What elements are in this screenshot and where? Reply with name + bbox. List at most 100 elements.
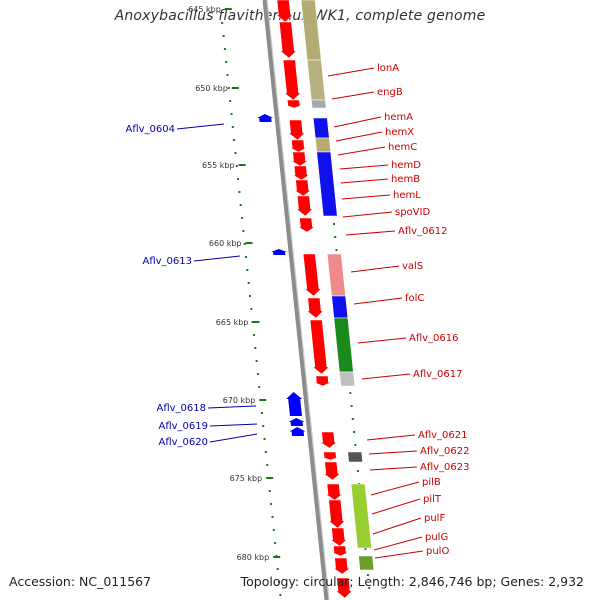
category-block (306, 59, 326, 101)
forward-gene-arrow (275, 0, 294, 23)
category-block (333, 317, 354, 373)
gene-label: Aflv_0613 (142, 256, 192, 267)
leader-line (371, 498, 421, 515)
leader-line (327, 67, 375, 77)
leader-line (207, 405, 257, 409)
kbp-tick-label: 665 kbp (216, 318, 249, 327)
forward-gene-arrow (306, 297, 324, 319)
forward-gene-arrow (302, 253, 322, 297)
forward-gene-arrow (285, 99, 302, 109)
gene-label: hemB (391, 174, 420, 185)
category-block (347, 451, 364, 463)
forward-gene-arrow (314, 375, 331, 387)
category-block (331, 295, 349, 319)
forward-gene-arrow (330, 527, 348, 547)
dot-mark-left (266, 464, 269, 466)
reverse-gene-arrow (288, 418, 305, 426)
gene-label: hemL (393, 190, 421, 201)
forward-gene-arrow (279, 21, 297, 59)
reverse-gene-arrow (289, 427, 306, 436)
dot-mark-right (366, 574, 369, 576)
leader-line (209, 423, 258, 427)
dot-mark-left (247, 282, 250, 284)
label-leader-lines (176, 67, 424, 559)
gene-label: Aflv_0612 (398, 226, 448, 237)
category-block (316, 151, 338, 217)
kbp-tick-label: 645 kbp (188, 5, 221, 14)
dot-mark-left (221, 22, 224, 24)
genome-summary-text: Topology: circular; Length: 2,846,746 bp… (240, 574, 584, 589)
gene-label: spoVID (395, 207, 430, 218)
dot-mark-left (256, 373, 259, 375)
forward-gene-arrow (335, 577, 353, 599)
dot-mark-left (254, 347, 257, 349)
forward-gene-arrow (282, 59, 302, 101)
gene-labels: lonA engB hemA hemX hemC hemD hemB hemL spoVID Af… (125, 63, 469, 557)
dot-mark-left (262, 425, 265, 427)
forward-gene-arrow (287, 119, 306, 141)
dot-mark-left (231, 126, 234, 128)
dot-mark-left (271, 516, 274, 518)
leader-line (366, 434, 416, 441)
leader-line (209, 433, 258, 443)
dot-mark-left (278, 581, 281, 583)
gene-label: pulF (424, 513, 445, 524)
dot-mark-right (354, 444, 357, 446)
dot-mark-left (249, 295, 251, 297)
leader-line (331, 91, 375, 100)
dot-mark-left (279, 594, 282, 596)
gene-label: Aflv_0604 (125, 124, 175, 135)
gene-label: hemX (385, 127, 414, 138)
leader-line (341, 194, 391, 200)
kbp-tick-label: 670 kbp (223, 396, 256, 405)
dot-mark-left (227, 87, 230, 89)
category-block (358, 555, 375, 571)
leader-line (350, 265, 400, 273)
category-blocks (300, 0, 375, 571)
dot-mark-right (356, 470, 359, 472)
dot-mark-left (239, 204, 242, 206)
leader-line (193, 255, 241, 262)
gene-label: pilB (422, 477, 441, 488)
dot-mark-left (226, 74, 229, 76)
dot-mark-right (353, 431, 356, 433)
leader-line (372, 517, 422, 535)
dot-mark-left (225, 61, 228, 63)
category-block (312, 117, 330, 139)
forward-gene-arrow (293, 179, 312, 197)
dot-mark-left (230, 113, 233, 115)
dot-mark-right (335, 249, 338, 251)
dot-mark-left (260, 412, 263, 414)
accession-text: Accession: NC_011567 (9, 574, 152, 589)
leader-line (345, 230, 396, 236)
dot-mark-left (222, 35, 225, 37)
dot-mark-right (368, 587, 371, 589)
genome-backbone (262, 0, 330, 600)
dot-mark-right (351, 418, 354, 420)
dot-mark-left (234, 152, 237, 154)
gene-label: Aflv_0621 (418, 430, 468, 441)
dot-mark-left (245, 256, 247, 258)
forward-gene-arrow (290, 139, 307, 153)
leader-line (370, 481, 420, 496)
gene-label: Aflv_0619 (158, 421, 208, 432)
leader-line (335, 131, 383, 142)
gene-label: pulO (426, 546, 449, 557)
kbp-tick-label: 660 kbp (209, 239, 242, 248)
gene-label: Aflv_0622 (420, 446, 470, 457)
forward-gene-arrow (295, 195, 314, 217)
forward-gene-arrow (332, 545, 349, 557)
dot-mark-left (233, 139, 236, 141)
gene-label: hemD (391, 160, 421, 171)
kbp-tick-label: 680 kbp (237, 553, 270, 562)
leader-line (374, 550, 424, 559)
forward-gene-arrow (323, 461, 341, 481)
gene-label: Aflv_0623 (420, 462, 470, 473)
leader-line (361, 373, 411, 380)
forward-gene-arrow (297, 217, 316, 233)
reverse-gene-arrow (271, 249, 287, 255)
dot-mark-right (333, 223, 335, 225)
gene-label: valS (402, 261, 423, 272)
leader-line (339, 164, 389, 170)
